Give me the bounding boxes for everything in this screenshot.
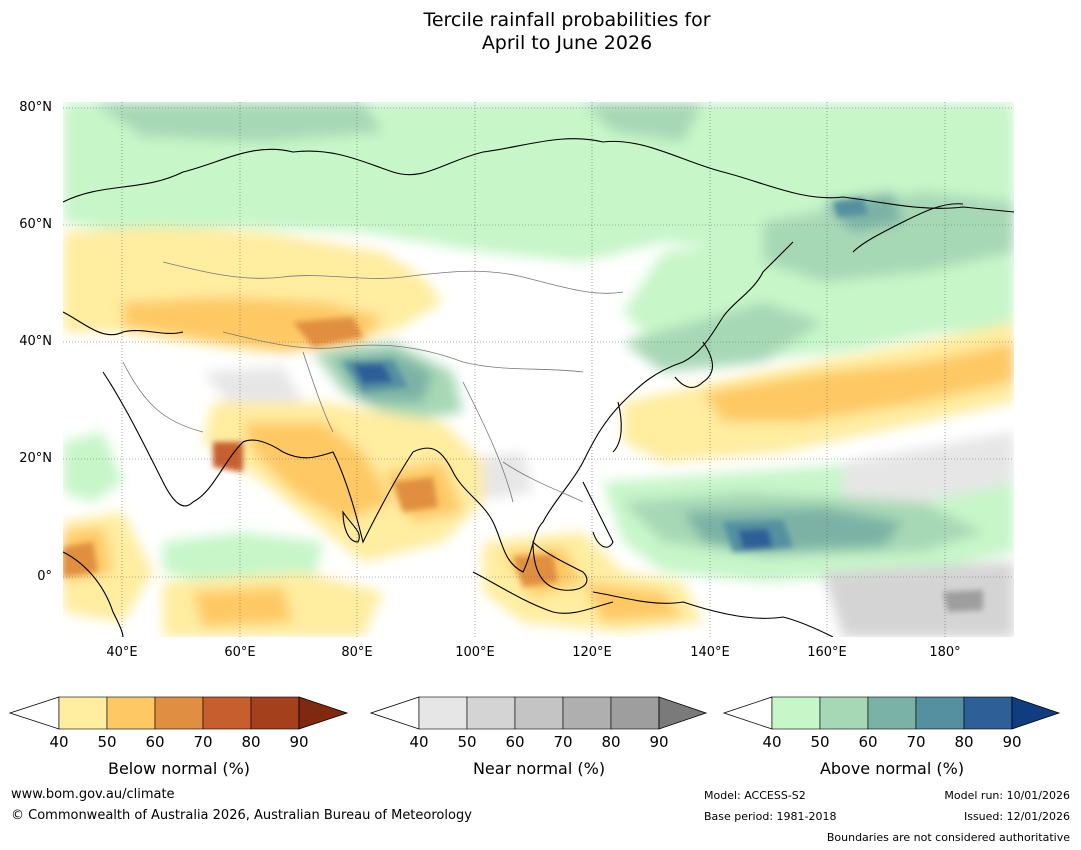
colorbar-above-label: Above normal (%): [819, 759, 965, 778]
lon-label-40e: 40°E: [106, 645, 138, 660]
country-borders: [122, 261, 624, 503]
lon-label-180: 180°: [929, 645, 961, 660]
colorbar-above-swatch: [963, 696, 1013, 730]
colorbar-below-swatch: [202, 696, 252, 730]
colorbar-near-tick: 70: [553, 733, 573, 751]
colorbar-above-extend-high: [1011, 696, 1061, 730]
colorbar-above-extend-low: [722, 696, 773, 730]
colorbar-near-swatch: [610, 696, 660, 730]
lon-label-100e: 100°E: [455, 645, 495, 660]
colorbar-below-tick: 90: [289, 733, 309, 751]
lon-label-160e: 160°E: [807, 645, 847, 660]
lon-label-60e: 60°E: [224, 645, 256, 660]
colorbar-above: [722, 696, 1061, 730]
colorbar-near-tick: 40: [409, 733, 429, 751]
colorbar-near-tick: 80: [601, 733, 621, 751]
colorbar-legend: [8, 696, 1061, 730]
colorbar-near-swatch: [514, 696, 564, 730]
colorbar-near: [369, 696, 708, 730]
title-line-2: April to June 2026: [481, 32, 653, 54]
footer-base-period: Base period: 1981-2018: [704, 810, 837, 823]
colorbar-near-tick: 50: [457, 733, 477, 751]
map-title: Tercile rainfall probabilities for April…: [0, 9, 1081, 55]
colorbar-near-swatch: [466, 696, 516, 730]
colorbar-near-extend-low: [369, 696, 420, 730]
colorbar-below-tick: 80: [241, 733, 261, 751]
colorbar-above-swatch: [771, 696, 821, 730]
colorbar-below-extend-low: [8, 696, 60, 730]
colorbar-above-swatch: [819, 696, 869, 730]
colorbar-near-extend-high: [658, 696, 708, 730]
colorbar-below-swatch: [154, 696, 204, 730]
colorbar-above-swatch: [867, 696, 917, 730]
colorbar-near-swatch: [562, 696, 612, 730]
lat-label-40n: 40°N: [19, 334, 52, 349]
colorbar-above-tick: 70: [906, 733, 926, 751]
colorbar-below-tick: 40: [49, 733, 69, 751]
lon-label-80e: 80°E: [341, 645, 373, 660]
map-canvas: [63, 102, 1014, 637]
footer-model: Model: ACCESS-S2: [704, 789, 806, 802]
title-line-1: Tercile rainfall probabilities for: [423, 9, 711, 31]
colorbar-below-tick: 60: [145, 733, 165, 751]
colorbar-below-tick: 70: [193, 733, 213, 751]
colorbar-below-label: Below normal (%): [107, 759, 251, 778]
colorbar-near-swatch: [418, 696, 468, 730]
lat-label-80n: 80°N: [19, 100, 52, 115]
lat-label-60n: 60°N: [19, 217, 52, 232]
colorbar-below-swatch: [106, 696, 156, 730]
colorbar-below-tick: 50: [97, 733, 117, 751]
coastlines: [63, 138, 1014, 637]
footer-copyright: © Commonwealth of Australia 2026, Austra…: [11, 808, 472, 823]
lat-label-20n: 20°N: [19, 451, 52, 466]
colorbar-above-tick: 90: [1002, 733, 1022, 751]
footer-disclaimer: Boundaries are not considered authoritat…: [826, 831, 1070, 844]
footer-model-run: Model run: 10/01/2026: [944, 789, 1070, 802]
colorbar-below-swatch: [58, 696, 108, 730]
colorbar-above-tick: 80: [954, 733, 974, 751]
colorbar-above-tick: 60: [858, 733, 878, 751]
probability-field-dark: [63, 198, 983, 612]
lon-label-120e: 120°E: [572, 645, 612, 660]
lon-label-140e: 140°E: [690, 645, 730, 660]
colorbar-below: [8, 696, 349, 730]
probability-field: [63, 102, 1014, 637]
lat-label-0: 0°: [37, 569, 52, 584]
colorbar-below-extend-high: [298, 696, 349, 730]
colorbar-below-swatch: [250, 696, 300, 730]
colorbar-above-tick: 50: [810, 733, 830, 751]
colorbar-near-tick: 60: [505, 733, 525, 751]
colorbar-above-tick: 40: [762, 733, 782, 751]
colorbar-near-tick: 90: [649, 733, 669, 751]
footer-url[interactable]: www.bom.gov.au/climate: [11, 787, 175, 802]
graticule: [63, 102, 1014, 637]
footer-issued: Issued: 12/01/2026: [963, 810, 1070, 823]
rainfall-probability-map: [63, 102, 1014, 637]
colorbar-above-swatch: [915, 696, 965, 730]
colorbar-near-label: Near normal (%): [472, 759, 606, 778]
